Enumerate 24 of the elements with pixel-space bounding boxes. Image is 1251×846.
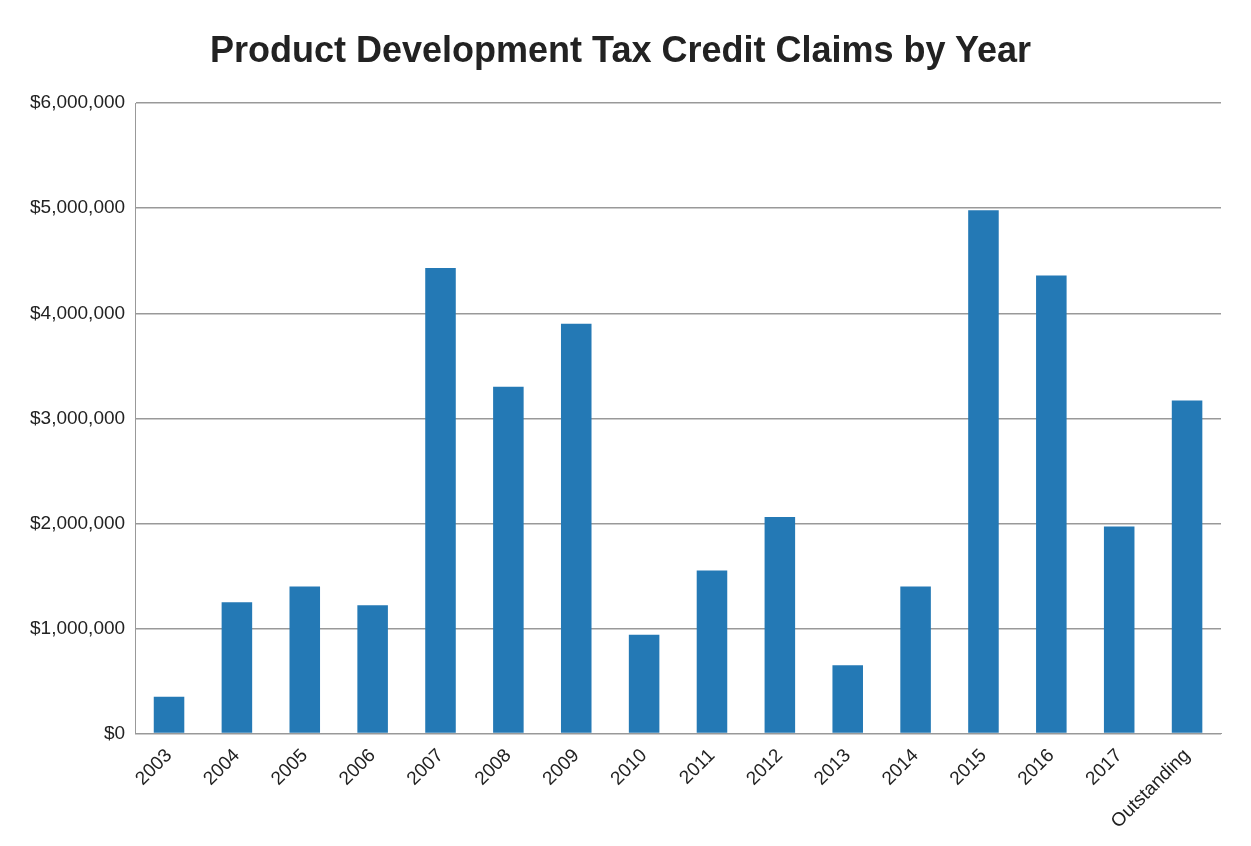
bar [289, 586, 321, 733]
y-tick-label: $6,000,000 [30, 91, 126, 113]
bar [900, 586, 931, 733]
y-tick-label: $5,000,000 [30, 196, 126, 218]
bar [493, 386, 524, 733]
bar [1036, 275, 1067, 733]
bar [764, 517, 796, 733]
bar [832, 665, 863, 733]
bar [696, 570, 728, 733]
y-tick-label: $1,000,000 [30, 616, 126, 638]
bar [1171, 400, 1203, 733]
bar [968, 210, 999, 733]
y-tick-label: $2,000,000 [30, 511, 126, 533]
chart-title: Product Development Tax Credit Claims by Year [210, 28, 1031, 70]
bar [1103, 526, 1135, 733]
y-tick-label: $3,000,000 [30, 406, 126, 428]
bar [357, 605, 388, 733]
y-tick-label: $4,000,000 [30, 301, 126, 323]
bar [560, 323, 592, 733]
y-tick-label: $0 [103, 721, 126, 743]
bar [628, 634, 660, 733]
bar [153, 696, 185, 733]
bar [425, 268, 456, 733]
bar [221, 602, 253, 733]
